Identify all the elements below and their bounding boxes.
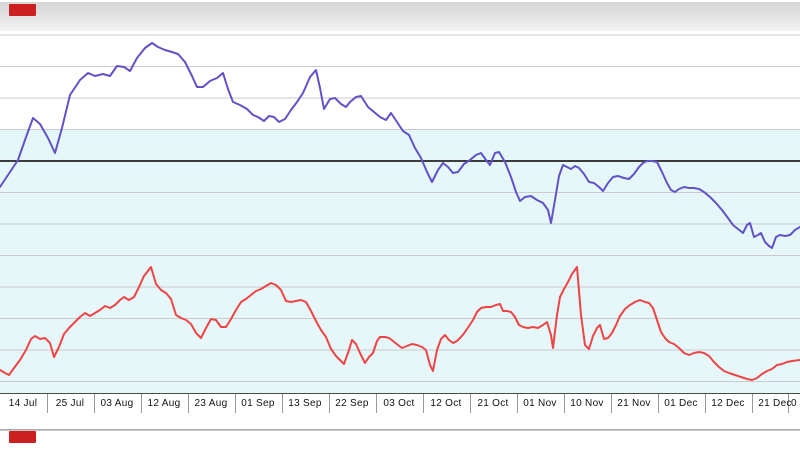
x-tick-separator [422, 394, 424, 413]
x-tick-separator [140, 394, 142, 413]
blue-line [0, 42, 800, 249]
x-tick-label: 12 Dec [711, 398, 745, 409]
red-line [0, 266, 800, 381]
x-tick-separator [93, 394, 95, 413]
x-tick-separator [563, 394, 565, 413]
x-tick-separator [234, 394, 236, 413]
x-tick-label: 21 Nov [617, 398, 651, 409]
x-tick-label-partial: 0 [791, 398, 797, 409]
shaded-band [0, 130, 800, 393]
x-tick-label: 23 Aug [194, 398, 228, 409]
x-tick-separator [187, 394, 189, 413]
x-tick-separator [469, 394, 471, 413]
x-tick-separator [46, 394, 48, 413]
x-tick-separator [516, 394, 518, 413]
x-tick-separator [751, 394, 753, 413]
red-marker-bottom [9, 431, 36, 443]
x-tick-label: 01 Dec [664, 398, 698, 409]
x-tick-label: 10 Nov [570, 398, 604, 409]
x-tick-label: 01 Nov [523, 398, 557, 409]
x-tick-label: 25 Jul [55, 398, 85, 409]
x-tick-separator [788, 394, 789, 413]
x-tick-label: 21 Dec [758, 398, 792, 409]
x-tick-label: 14 Jul [8, 398, 38, 409]
x-tick-label: 03 Aug [100, 398, 134, 409]
x-tick-separator [657, 394, 659, 413]
x-axis: 14 Jul 25 Jul 03 Aug 12 Aug 23 Aug 01 Sep 13 S… [0, 393, 800, 414]
x-tick-separator [328, 394, 330, 413]
x-tick-label: 12 Aug [147, 398, 181, 409]
x-tick-label: 22 Sep [335, 398, 369, 409]
x-tick-label: 13 Sep [288, 398, 322, 409]
x-tick-separator [375, 394, 377, 413]
x-tick-label: 21 Oct [477, 398, 509, 409]
red-marker-top [9, 4, 36, 16]
x-tick-label: 03 Oct [383, 398, 415, 409]
x-tick-separator [704, 394, 706, 413]
x-tick-separator [610, 394, 612, 413]
x-tick-label: 12 Oct [430, 398, 462, 409]
x-tick-separator [281, 394, 283, 413]
x-tick-label: 01 Sep [241, 398, 275, 409]
bottom-divider [0, 429, 800, 431]
header-bar [0, 2, 800, 31]
